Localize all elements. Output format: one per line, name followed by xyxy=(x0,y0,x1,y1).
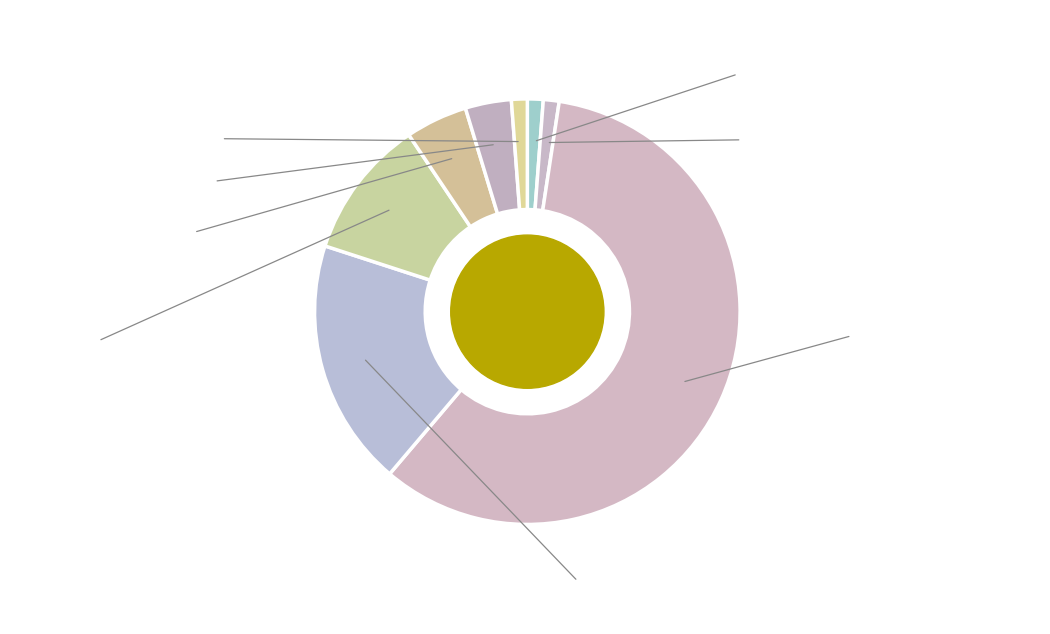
Text: 運輸業・郵便業 1.2%: 運輸業・郵便業 1.2% xyxy=(537,71,846,141)
Wedge shape xyxy=(465,100,520,214)
Text: 建設業 4.7%: 建設業 4.7% xyxy=(118,158,452,235)
Text: 電気・ガス・熱・水道供給業 1.2%: 電気・ガス・熱・水道供給業 1.2% xyxy=(0,137,518,141)
Text: 専門・技術サービス業 10.6%: 専門・技術サービス業 10.6% xyxy=(0,210,388,344)
Wedge shape xyxy=(536,100,560,210)
Wedge shape xyxy=(408,108,498,227)
Text: 医療・福祉・留学・専門学校・その他 1.2%: 医療・福祉・留学・専門学校・その他 1.2% xyxy=(549,137,1050,143)
Wedge shape xyxy=(326,135,470,280)
Wedge shape xyxy=(390,101,740,524)
Circle shape xyxy=(450,235,604,388)
Text: 情報通信業 18.8%: 情報通信業 18.8% xyxy=(365,360,672,584)
Wedge shape xyxy=(527,99,543,210)
Text: 製造業 58.8%: 製造業 58.8% xyxy=(685,333,937,382)
Text: 技術商社等 3.5%: 技術商社等 3.5% xyxy=(110,145,494,184)
Wedge shape xyxy=(315,246,461,474)
Circle shape xyxy=(434,218,621,405)
Wedge shape xyxy=(511,99,527,210)
